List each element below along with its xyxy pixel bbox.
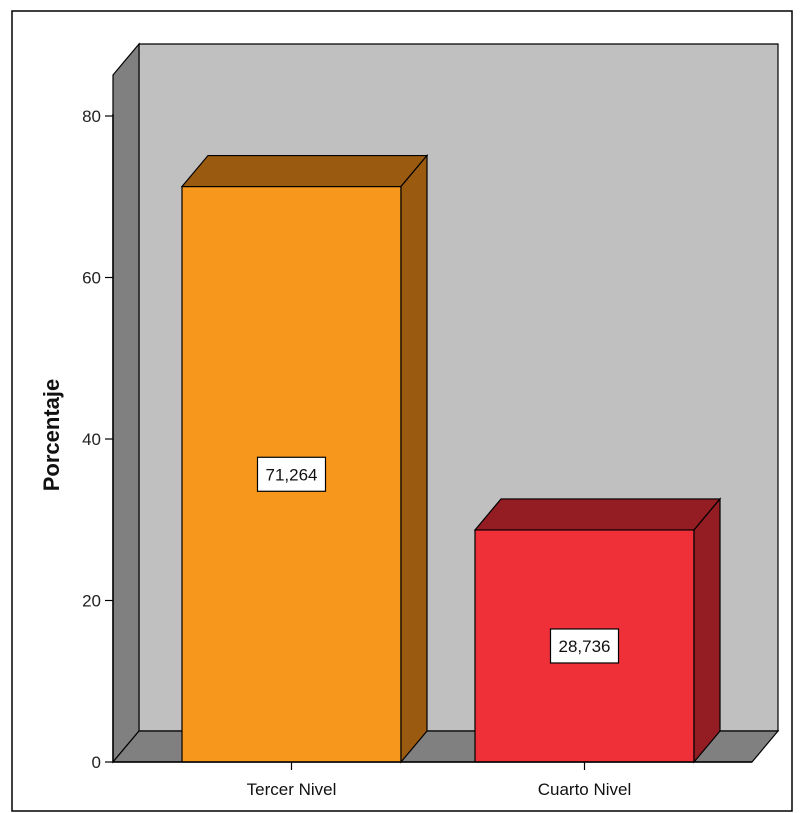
bar-top xyxy=(473,498,722,531)
side-wall xyxy=(112,42,140,764)
data-label-box xyxy=(256,456,327,492)
data-label: 71,264 xyxy=(266,465,318,484)
y-tick-label: 40 xyxy=(82,430,101,449)
x-tick-label: Tercer Nivel xyxy=(247,780,337,799)
y-tick-label: 0 xyxy=(92,753,101,772)
x-tick-label: Cuarto Nivel xyxy=(538,780,632,799)
data-label-box xyxy=(549,628,620,664)
y-tick-label: 60 xyxy=(82,269,101,288)
x-axis: Tercer Nivel Cuarto Nivel xyxy=(113,761,752,799)
bar-top xyxy=(180,154,429,188)
y-tick-label: 80 xyxy=(82,107,101,126)
bar-1: 71,264 xyxy=(180,153,429,764)
y-tick-label: 20 xyxy=(82,592,101,611)
bar-side xyxy=(400,153,428,764)
y-axis: 0 20 40 60 80 xyxy=(82,107,114,772)
bar-2: 28,736 xyxy=(473,497,722,764)
bar-side xyxy=(693,497,721,764)
y-axis-label: Porcentaje xyxy=(39,379,64,492)
data-label: 28,736 xyxy=(559,637,611,656)
bars: 71,264 28,736 xyxy=(180,153,722,764)
